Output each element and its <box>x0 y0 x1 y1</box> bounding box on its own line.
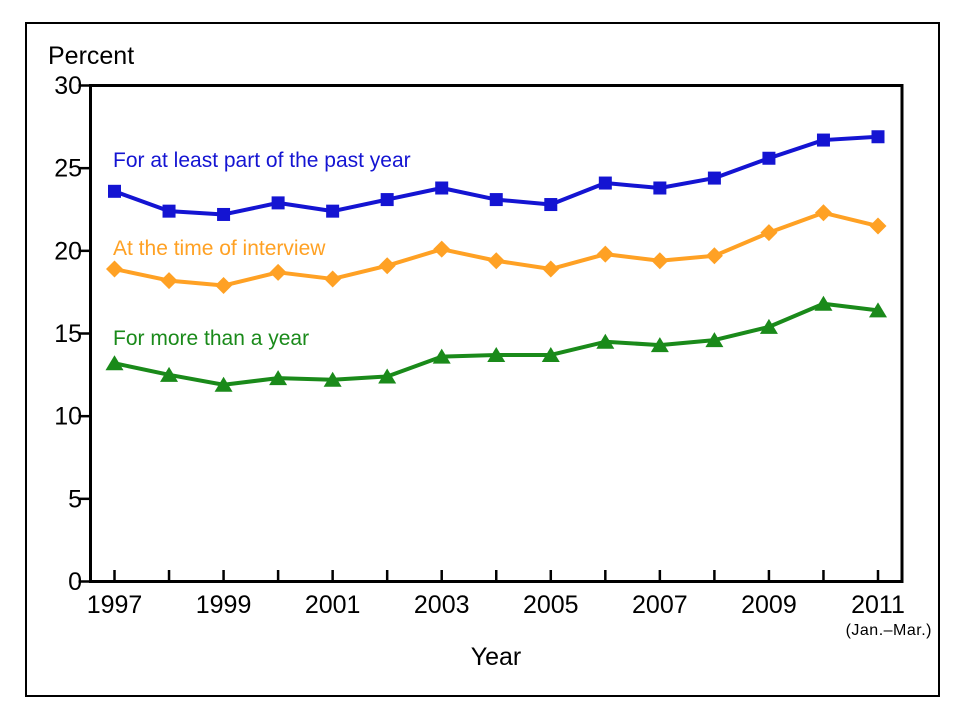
y-tick-label: 5 <box>68 485 82 513</box>
marker-diamond <box>106 260 123 278</box>
marker-square <box>108 184 121 198</box>
x-tick-label: 2007 <box>632 591 688 619</box>
marker-diamond <box>324 270 342 288</box>
series-label-part-of-past-year: For at least part of the past year <box>113 149 411 172</box>
marker-diamond <box>160 272 178 290</box>
marker-triangle <box>269 370 288 386</box>
marker-triangle <box>650 337 669 353</box>
marker-square <box>162 204 176 218</box>
x-axis-title: Year <box>470 643 522 671</box>
marker-diamond <box>487 252 505 270</box>
marker-triangle <box>214 376 233 392</box>
marker-diamond <box>651 252 669 270</box>
marker-square <box>380 193 394 207</box>
marker-diamond <box>814 204 832 222</box>
x-tick-label: 1997 <box>87 591 143 619</box>
marker-square <box>871 130 885 144</box>
marker-square <box>544 198 558 212</box>
marker-diamond <box>596 245 614 263</box>
marker-triangle <box>814 295 833 311</box>
marker-square <box>435 181 449 195</box>
marker-diamond <box>542 260 560 278</box>
marker-square <box>598 176 612 190</box>
y-tick-label: 15 <box>54 320 82 348</box>
marker-diamond <box>378 257 396 275</box>
series-label-time-of-interview: At the time of interview <box>113 237 326 260</box>
x-axis-note: (Jan.–Mar.) <box>845 622 932 639</box>
y-tick-label: 0 <box>68 568 82 596</box>
marker-square <box>707 171 721 185</box>
marker-triangle <box>487 346 506 362</box>
x-tick-label: 2003 <box>414 591 470 619</box>
marker-diamond <box>269 263 287 281</box>
marker-triangle <box>432 348 451 364</box>
marker-square <box>326 204 340 218</box>
marker-triangle <box>323 371 342 387</box>
marker-diamond <box>215 277 233 295</box>
marker-square <box>816 133 830 147</box>
marker-triangle <box>160 366 179 382</box>
marker-triangle <box>705 332 724 348</box>
x-tick-label: 2011 <box>851 591 905 619</box>
marker-triangle <box>759 318 778 334</box>
y-tick-label: 30 <box>54 72 82 100</box>
y-axis-title: Percent <box>48 42 135 70</box>
marker-square <box>217 207 231 221</box>
marker-triangle <box>596 333 615 349</box>
y-tick-label: 25 <box>54 155 82 183</box>
marker-diamond <box>869 217 887 235</box>
y-tick-label: 10 <box>54 403 82 431</box>
x-tick-label: 2001 <box>305 591 361 619</box>
marker-triangle <box>378 368 397 384</box>
series-label-more-than-a-year: For more than a year <box>113 327 310 350</box>
marker-square <box>271 196 285 210</box>
figure-border <box>25 22 940 697</box>
marker-triangle <box>105 355 124 371</box>
marker-diamond <box>433 240 451 258</box>
x-tick-label: 2005 <box>523 591 579 619</box>
marker-square <box>762 151 776 165</box>
marker-square <box>653 181 667 195</box>
x-tick-label: 1999 <box>196 591 252 619</box>
marker-triangle <box>541 346 560 362</box>
marker-diamond <box>760 224 778 242</box>
marker-diamond <box>705 247 723 265</box>
x-tick-label: 2009 <box>741 591 797 619</box>
marker-square <box>489 193 503 207</box>
y-tick-label: 20 <box>54 237 82 265</box>
marker-triangle <box>869 302 887 318</box>
